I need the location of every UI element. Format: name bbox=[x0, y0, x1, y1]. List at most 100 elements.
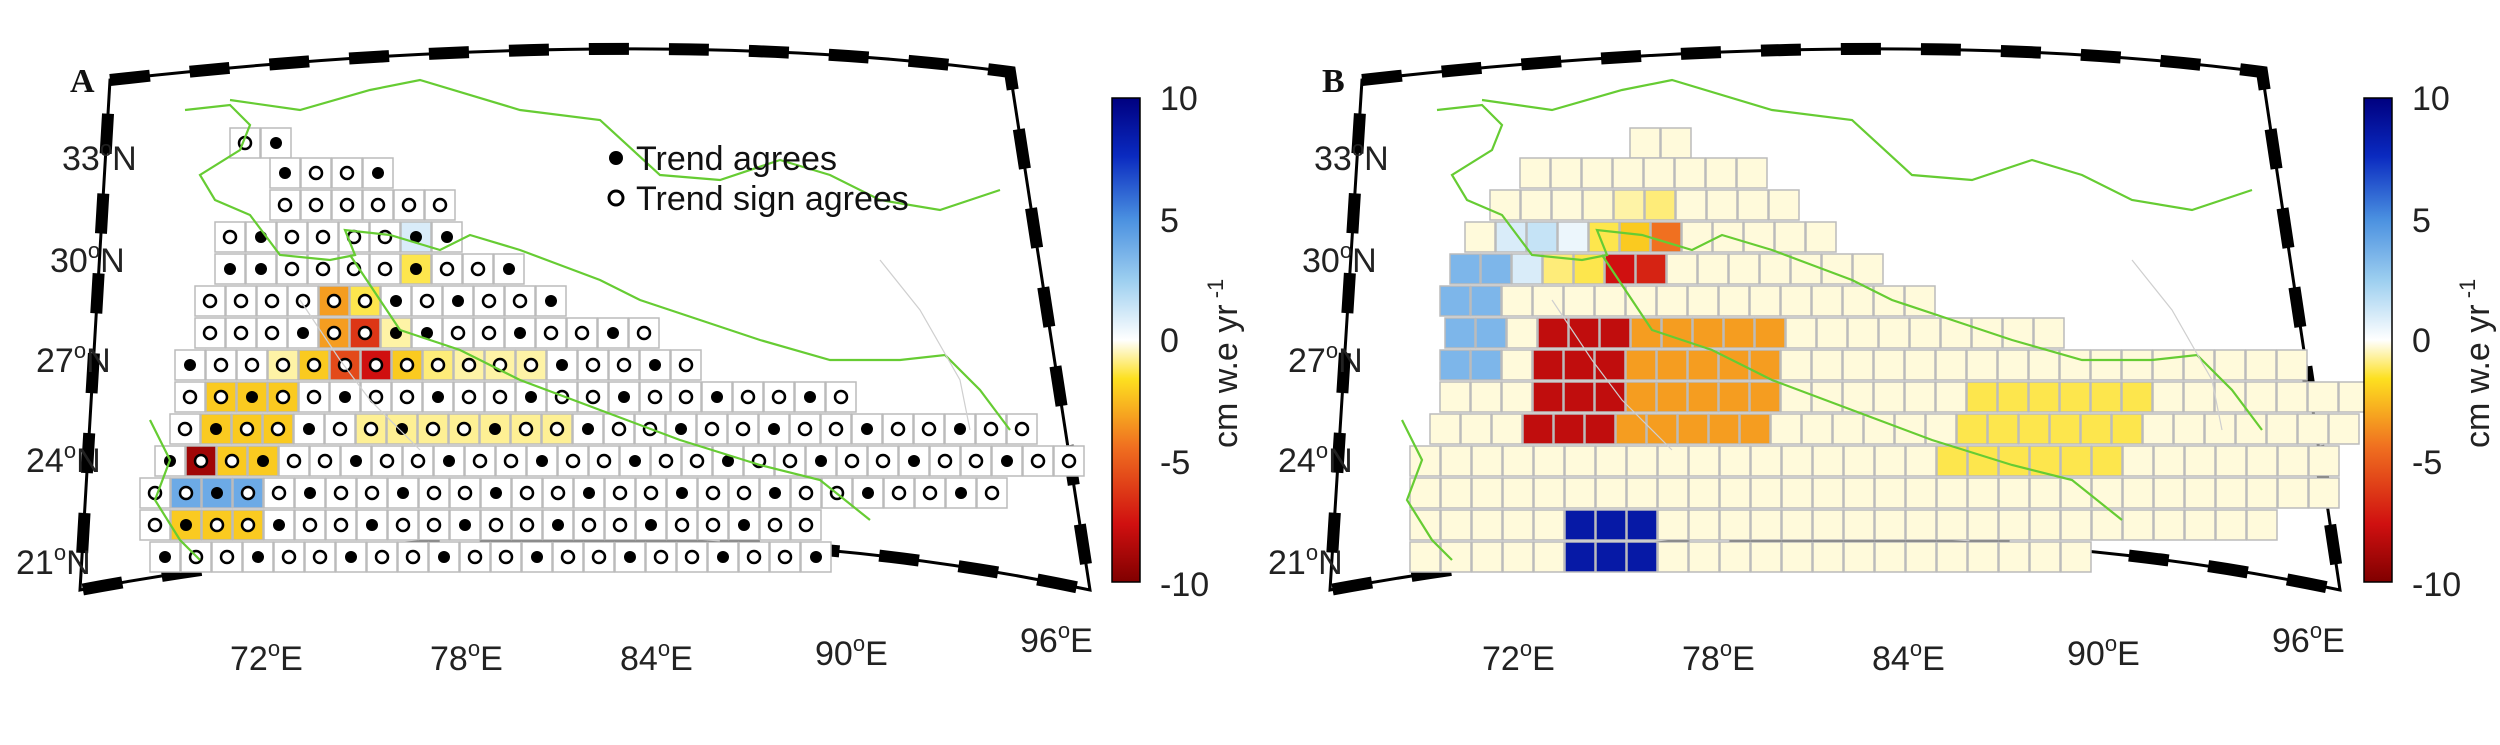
grid-cell bbox=[2276, 349, 2308, 381]
grid-cell bbox=[1564, 509, 1596, 541]
grid-cell bbox=[1936, 541, 1968, 573]
trend-sign-agrees-marker bbox=[432, 197, 448, 213]
trend-sign-agrees-marker bbox=[240, 517, 256, 533]
grid-cell bbox=[2122, 445, 2154, 477]
grid-cell bbox=[1532, 285, 1564, 317]
trend-sign-agrees-marker bbox=[1014, 421, 1030, 437]
trend-agrees-marker bbox=[583, 487, 595, 499]
grid-cell bbox=[852, 477, 884, 509]
grid-cell bbox=[1629, 127, 1661, 159]
trend-agrees-marker bbox=[279, 167, 291, 179]
grid-cell bbox=[1675, 189, 1707, 221]
trend-sign-agrees-marker bbox=[472, 453, 488, 469]
grid-cell bbox=[1551, 189, 1583, 221]
svg-text:0: 0 bbox=[2412, 322, 2431, 360]
grid-cell bbox=[1935, 349, 1967, 381]
trend-sign-agrees-marker bbox=[550, 485, 566, 501]
trend-sign-agrees-marker bbox=[678, 389, 694, 405]
trend-agrees-marker bbox=[303, 423, 315, 435]
trend-sign-agrees-marker bbox=[233, 293, 249, 309]
grid-cell bbox=[1780, 285, 1812, 317]
trend-sign-agrees-marker bbox=[379, 453, 395, 469]
trend-sign-agrees-marker bbox=[705, 517, 721, 533]
trend-sign-agrees-marker bbox=[678, 357, 694, 373]
grid-cell bbox=[1657, 445, 1689, 477]
grid-cell bbox=[1843, 445, 1875, 477]
grid-cell bbox=[1650, 221, 1682, 253]
colorbar: 10 5 0 -5 -10 cm w.e yr -1 bbox=[1111, 80, 1245, 604]
grid-cell bbox=[1674, 157, 1706, 189]
svg-text:-5: -5 bbox=[2412, 444, 2442, 482]
grid-cell bbox=[1719, 509, 1751, 541]
trend-sign-agrees-marker bbox=[271, 485, 287, 501]
trend-sign-agrees-marker bbox=[921, 421, 937, 437]
grid-cell bbox=[2091, 477, 2123, 509]
trend-agrees-marker bbox=[366, 519, 378, 531]
trend-sign-agrees-marker bbox=[467, 549, 483, 565]
panel-letter: A bbox=[70, 63, 95, 100]
grid-cells bbox=[1409, 127, 2370, 573]
trend-sign-agrees-marker bbox=[333, 517, 349, 533]
trend-sign-agrees-marker bbox=[937, 453, 953, 469]
grid-cell bbox=[1705, 157, 1737, 189]
grid-cell bbox=[2246, 477, 2278, 509]
trend-sign-agrees-marker bbox=[653, 549, 669, 565]
trend-sign-agrees-marker bbox=[240, 485, 256, 501]
trend-sign-agrees-marker bbox=[705, 485, 721, 501]
grid-cell bbox=[1599, 317, 1631, 349]
trend-sign-agrees-marker bbox=[419, 293, 435, 309]
grid-cell bbox=[1874, 477, 1906, 509]
grid-cell bbox=[1821, 253, 1853, 285]
grid-cell bbox=[2215, 509, 2247, 541]
grid-cell bbox=[1936, 477, 1968, 509]
grid-cell bbox=[318, 317, 350, 349]
grid-cell bbox=[154, 445, 186, 477]
grid-cell bbox=[2122, 477, 2154, 509]
grid-cell bbox=[194, 317, 226, 349]
grid-cell bbox=[1706, 189, 1738, 221]
grid-cell bbox=[1905, 509, 1937, 541]
grid-cell bbox=[360, 381, 392, 413]
trend-sign-agrees-marker bbox=[281, 549, 297, 565]
trend-sign-agrees-marker bbox=[239, 421, 255, 437]
grid-cell bbox=[1439, 285, 1471, 317]
grid-cell bbox=[1533, 477, 1565, 509]
grid-cell bbox=[1557, 221, 1589, 253]
grid-cell bbox=[1646, 413, 1678, 445]
grid-cell bbox=[2215, 445, 2247, 477]
colorbar: 10 5 0 -5 -10 cm w.e yr -1 bbox=[2363, 80, 2497, 604]
grid-cell bbox=[1728, 253, 1760, 285]
grid-cell bbox=[1843, 477, 1875, 509]
trend-agrees-marker bbox=[738, 519, 750, 531]
grid-cell bbox=[1643, 157, 1675, 189]
grid-cell bbox=[1564, 445, 1596, 477]
grid-cell bbox=[2029, 541, 2061, 573]
grid-cell bbox=[1471, 477, 1503, 509]
grid-cell bbox=[2060, 509, 2092, 541]
grid-cell bbox=[1811, 349, 1843, 381]
svg-text:90oE: 90oE bbox=[2067, 631, 2140, 673]
panel-b: B 33oN 30oN 27oN 24oN 21oN 72oE 78oE 84o… bbox=[1268, 42, 2497, 678]
trend-sign-agrees-marker bbox=[470, 261, 486, 277]
grid-cell bbox=[1967, 541, 1999, 573]
trend-sign-agrees-marker bbox=[275, 357, 291, 373]
grid-cell bbox=[1811, 381, 1843, 413]
trend-agrees-marker bbox=[432, 391, 444, 403]
grid-cell bbox=[1522, 413, 1554, 445]
grid-cell bbox=[2090, 349, 2122, 381]
grid-cell bbox=[1904, 381, 1936, 413]
grid-cell bbox=[1749, 285, 1781, 317]
trend-sign-agrees-marker bbox=[890, 421, 906, 437]
grid-cell bbox=[2153, 477, 2185, 509]
grid-cell bbox=[1781, 445, 1813, 477]
grid-cell bbox=[1502, 445, 1534, 477]
grid-cell bbox=[2183, 381, 2215, 413]
trend-agrees-marker bbox=[536, 455, 548, 467]
trend-agrees-marker bbox=[645, 519, 657, 531]
trend-agrees-marker bbox=[397, 487, 409, 499]
grid-cell bbox=[1816, 317, 1848, 349]
trend-agrees-marker bbox=[618, 391, 630, 403]
trend-sign-agrees-marker bbox=[326, 325, 342, 341]
grid-cell bbox=[1688, 445, 1720, 477]
trend-sign-agrees-marker bbox=[456, 421, 472, 437]
